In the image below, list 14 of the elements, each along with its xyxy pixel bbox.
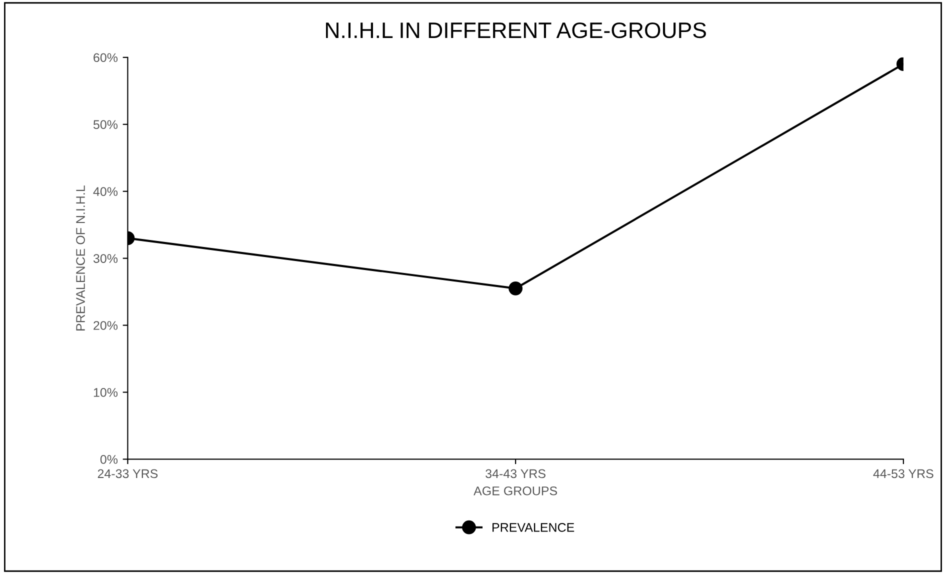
- x-axis-title: AGE GROUPS: [474, 486, 558, 496]
- chart-title: N.I.H.L IN DIFFERENT AGE-GROUPS: [326, 22, 706, 38]
- y-tick-label: 40%: [93, 187, 118, 196]
- y-axis-title: PREVALENCE OF N.I.H.L: [76, 186, 85, 330]
- y-tick-label: 20%: [94, 321, 118, 330]
- legend-label: PREVALENCE: [492, 523, 574, 532]
- y-tick-label: 60%: [94, 53, 118, 62]
- x-tick-label: 34-43 YRS: [486, 469, 546, 478]
- y-tick-label: 30%: [93, 254, 118, 263]
- x-tick-label: 24-33 YRS: [98, 469, 158, 478]
- y-tick-label: 0%: [100, 455, 118, 464]
- x-tick-label: 44-53 YRS: [873, 469, 934, 478]
- y-tick-label: 50%: [93, 120, 118, 130]
- y-tick-label: 10%: [94, 388, 118, 397]
